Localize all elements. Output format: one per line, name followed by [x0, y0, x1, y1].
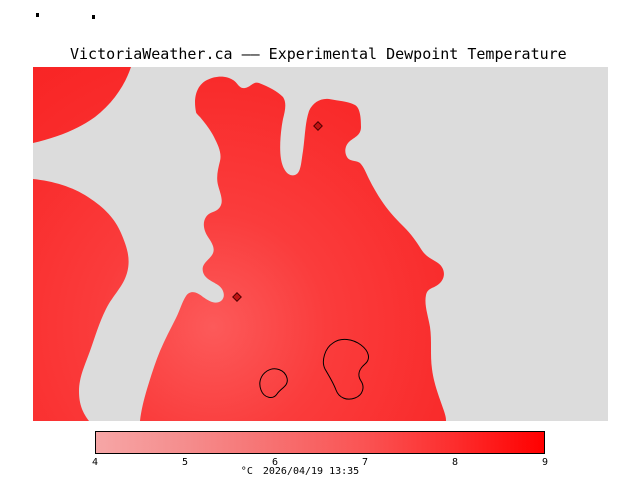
colorbar-tick: 8 [451, 457, 459, 468]
station-marker [313, 121, 323, 131]
dewpoint-field-northwest [33, 67, 131, 143]
dewpoint-field-west-shore [33, 179, 129, 421]
frame-tick-mark [36, 13, 39, 17]
colorbar-caption: °C 2026/04/19 13:35 [239, 466, 361, 477]
timestamp: 2026/04/19 13:35 [262, 466, 360, 477]
frame-tick-mark [92, 15, 95, 19]
colorbar-tick: 4 [91, 457, 99, 468]
colorbar-gradient [95, 431, 545, 454]
colorbar-ticks: 4 5 6 7 8 9 [91, 457, 549, 469]
dewpoint-field-main [140, 76, 446, 421]
dewpoint-map [33, 67, 608, 421]
island-outline [259, 368, 288, 398]
island-outline [322, 338, 369, 400]
colorbar-tick: 9 [541, 457, 549, 468]
colorbar-tick: 7 [361, 457, 369, 468]
station-marker [232, 292, 242, 302]
colorbar-tick: 6 [271, 457, 279, 468]
colorbar-tick: 5 [181, 457, 189, 468]
page-title: VictoriaWeather.ca —— Experimental Dewpo… [70, 45, 567, 63]
unit-label: °C [240, 466, 253, 477]
